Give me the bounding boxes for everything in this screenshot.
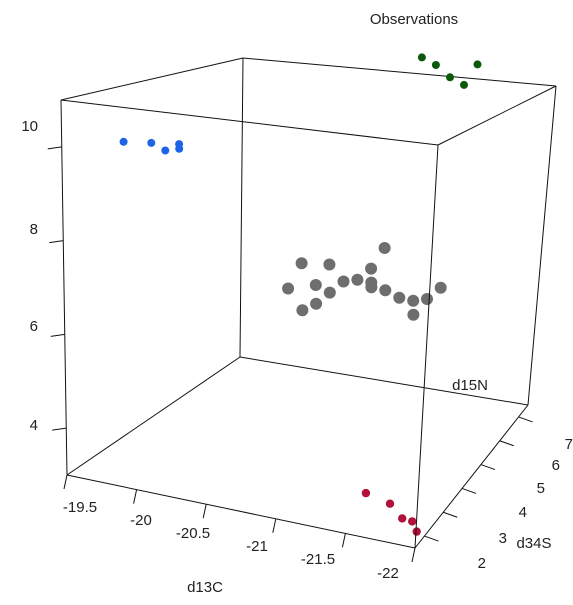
x-axis-label: d13C — [187, 579, 223, 596]
data-point-gray — [393, 291, 406, 304]
z-tick-mark — [49, 240, 64, 244]
y-tick-mark — [443, 511, 458, 518]
data-point-gray — [323, 286, 336, 299]
data-point-green — [431, 61, 440, 69]
x-tick-mark — [411, 547, 416, 563]
box-back-edges — [60, 57, 557, 476]
x-tick-label: -19.5 — [63, 499, 97, 516]
data-point-blue — [147, 138, 156, 147]
data-point-gray — [282, 282, 295, 295]
data-point-red — [361, 488, 371, 498]
z-tick-mark — [52, 427, 67, 431]
y-tick-label: 7 — [565, 436, 573, 453]
x-tick-mark — [272, 518, 277, 533]
data-point-gray — [407, 294, 420, 307]
axis-ticks — [47, 146, 533, 563]
z-axis-label: d15N — [452, 377, 488, 394]
data-point-gray — [309, 279, 322, 291]
data-point-gray — [407, 308, 420, 321]
y-axis-label: d34S — [516, 535, 551, 552]
x-tick-label: -21.5 — [301, 551, 335, 568]
data-point-gray — [378, 242, 391, 254]
z-tick-labels: 4 6 8 10 — [21, 118, 38, 434]
y-tick-mark — [499, 440, 514, 447]
x-tick-label: -22 — [377, 565, 399, 582]
data-points — [119, 53, 482, 536]
x-tick-mark — [133, 489, 138, 504]
x-tick-mark — [341, 533, 346, 548]
z-tick-label: 4 — [30, 417, 38, 434]
y-tick-mark — [461, 487, 477, 494]
y-tick-label: 4 — [519, 504, 527, 521]
data-point-gray — [296, 304, 309, 317]
data-point-red — [412, 527, 421, 536]
chart-title: Observations — [370, 11, 458, 28]
y-tick-mark — [480, 464, 496, 471]
y-tick-mark — [424, 535, 439, 542]
data-point-green — [446, 73, 454, 82]
data-point-gray — [434, 281, 447, 294]
z-tick-mark — [47, 146, 62, 150]
x-tick-label: -21 — [246, 538, 268, 555]
data-point-gray — [295, 257, 308, 270]
data-point-red — [385, 499, 395, 508]
data-point-gray — [365, 262, 378, 275]
data-point-gray — [310, 297, 323, 310]
x-tick-mark — [63, 474, 68, 490]
y-tick-labels: 2 3 4 5 6 7 — [478, 436, 573, 572]
data-point-blue — [175, 144, 184, 153]
box-front-edges — [60, 85, 557, 549]
data-point-green — [460, 80, 468, 89]
data-point-gray — [323, 258, 336, 271]
data-point-green — [473, 60, 482, 69]
y-tick-mark — [518, 416, 533, 423]
data-point-blue — [119, 137, 128, 146]
z-tick-label: 10 — [21, 118, 38, 135]
y-tick-label: 3 — [499, 530, 507, 547]
x-tick-mark — [202, 504, 207, 519]
x-tick-labels: -19.5 -20 -20.5 -21 -21.5 -22 — [63, 499, 399, 582]
z-tick-label: 6 — [30, 318, 38, 335]
data-point-blue — [161, 146, 170, 155]
data-point-gray — [351, 273, 364, 286]
data-point-red — [408, 517, 417, 526]
data-point-gray — [365, 281, 378, 294]
x-tick-label: -20 — [130, 512, 152, 529]
data-point-gray — [337, 275, 350, 288]
data-point-gray — [379, 284, 392, 297]
x-tick-label: -20.5 — [176, 525, 210, 542]
y-tick-label: 6 — [552, 457, 560, 474]
y-tick-label: 5 — [537, 480, 545, 497]
data-point-green — [417, 53, 426, 62]
y-tick-label: 2 — [478, 555, 486, 572]
z-tick-label: 8 — [30, 221, 38, 238]
data-point-gray — [421, 293, 433, 305]
data-point-red — [398, 514, 407, 523]
z-tick-mark — [50, 333, 65, 337]
